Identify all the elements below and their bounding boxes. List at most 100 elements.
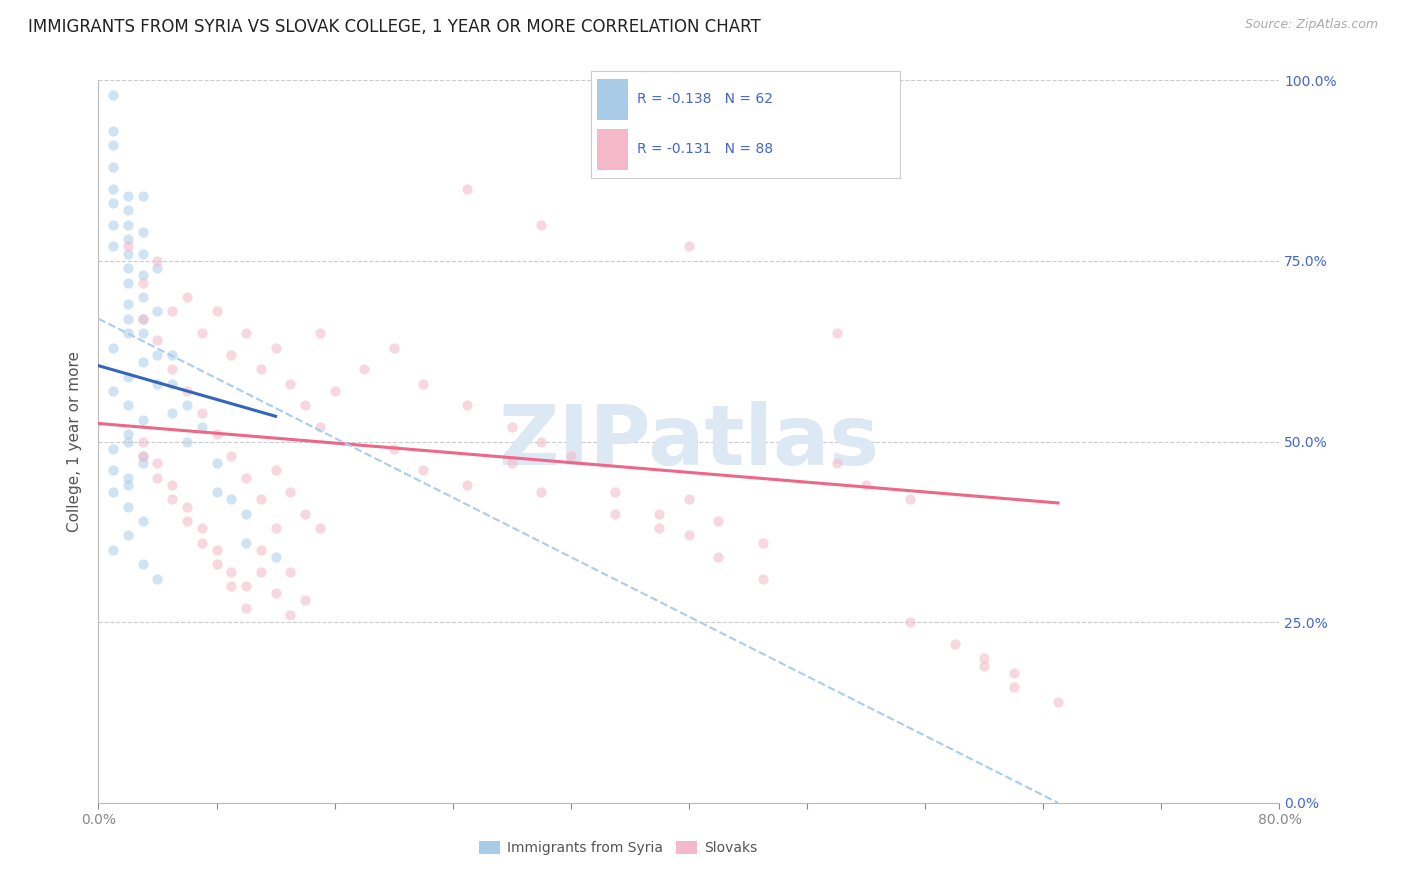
Point <box>382 442 405 456</box>
Point <box>103 239 125 253</box>
Point <box>560 449 582 463</box>
Point <box>264 521 287 535</box>
Point <box>309 326 332 340</box>
Point <box>117 203 139 218</box>
Point <box>103 87 125 102</box>
Point <box>707 550 730 565</box>
Point <box>117 470 139 484</box>
Point <box>117 478 139 492</box>
Point <box>103 542 125 557</box>
Point <box>132 268 155 283</box>
FancyBboxPatch shape <box>596 78 627 120</box>
Point <box>103 138 125 153</box>
Point <box>117 500 139 514</box>
Point <box>103 341 125 355</box>
Point <box>146 304 169 318</box>
Point <box>250 492 273 507</box>
Point <box>117 427 139 442</box>
Point <box>146 253 169 268</box>
Point <box>103 485 125 500</box>
Point <box>117 189 139 203</box>
Point <box>132 246 155 260</box>
Point <box>176 434 198 449</box>
Point <box>264 463 287 477</box>
Point <box>501 456 523 470</box>
Point <box>280 376 302 391</box>
Point <box>132 449 155 463</box>
Point <box>132 558 155 572</box>
Point <box>162 478 183 492</box>
Point <box>943 637 966 651</box>
Point <box>146 376 169 391</box>
Point <box>1046 695 1070 709</box>
Point <box>117 246 139 260</box>
Point <box>132 514 155 528</box>
Point <box>132 189 155 203</box>
Text: R = -0.131   N = 88: R = -0.131 N = 88 <box>637 143 773 156</box>
Point <box>162 348 183 362</box>
Y-axis label: College, 1 year or more: College, 1 year or more <box>67 351 83 532</box>
Point <box>221 492 243 507</box>
Point <box>900 492 922 507</box>
Point <box>382 341 405 355</box>
Point <box>205 304 228 318</box>
Point <box>323 384 346 398</box>
Point <box>117 369 139 384</box>
Point <box>132 225 155 239</box>
Point <box>146 261 169 276</box>
Point <box>103 442 125 456</box>
Point <box>176 290 198 304</box>
Point <box>162 406 183 420</box>
Point <box>221 579 243 593</box>
Point <box>117 434 139 449</box>
Point <box>146 572 169 586</box>
Point <box>162 304 183 318</box>
Point <box>501 420 523 434</box>
Point <box>132 355 155 369</box>
Point <box>412 376 434 391</box>
Point <box>146 456 169 470</box>
Point <box>264 550 287 565</box>
Point <box>221 565 243 579</box>
Point <box>146 348 169 362</box>
Point <box>294 593 316 607</box>
Point <box>605 507 627 521</box>
Point <box>132 290 155 304</box>
Point <box>117 261 139 276</box>
Point <box>280 607 302 622</box>
Point <box>294 398 316 412</box>
Point <box>132 326 155 340</box>
Point <box>280 485 302 500</box>
Point <box>205 542 228 557</box>
Point <box>707 514 730 528</box>
Point <box>146 334 169 348</box>
Point <box>103 124 125 138</box>
Point <box>264 341 287 355</box>
Point <box>132 413 155 427</box>
Point <box>205 485 228 500</box>
Point <box>103 218 125 232</box>
Text: R = -0.138   N = 62: R = -0.138 N = 62 <box>637 92 773 106</box>
Point <box>825 326 848 340</box>
Point <box>309 521 332 535</box>
Point <box>678 492 700 507</box>
Point <box>900 615 922 630</box>
Point <box>205 427 228 442</box>
Point <box>235 470 257 484</box>
Point <box>103 384 125 398</box>
Point <box>648 521 671 535</box>
Point <box>235 326 257 340</box>
Point <box>117 398 139 412</box>
Point <box>221 348 243 362</box>
Point <box>205 456 228 470</box>
Point <box>191 535 214 549</box>
Point <box>191 420 214 434</box>
Point <box>825 456 848 470</box>
Point <box>132 456 155 470</box>
Point <box>457 182 479 196</box>
Point <box>176 384 198 398</box>
Point <box>146 470 169 484</box>
Point <box>294 507 316 521</box>
Point <box>530 485 553 500</box>
Point <box>1002 665 1025 680</box>
